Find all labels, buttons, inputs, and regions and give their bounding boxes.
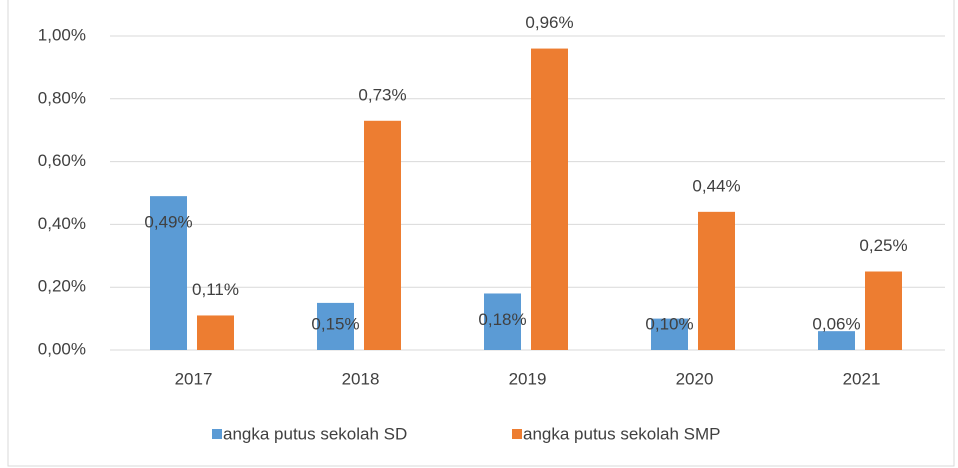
x-tick-label: 2019 xyxy=(509,369,547,388)
data-label: 0,10% xyxy=(645,314,693,333)
data-label: 0,25% xyxy=(859,236,907,255)
bar xyxy=(818,331,855,350)
legend-label: angka putus sekolah SD xyxy=(223,424,407,443)
legend-label: angka putus sekolah SMP xyxy=(523,424,721,443)
data-label: 0,73% xyxy=(358,85,406,104)
y-tick-label: 0,60% xyxy=(38,151,86,170)
x-tick-label: 2020 xyxy=(676,369,714,388)
bar xyxy=(197,315,234,350)
bar xyxy=(698,211,735,350)
bar xyxy=(531,48,568,351)
bar xyxy=(364,120,401,350)
data-label: 0,44% xyxy=(692,176,740,195)
bar xyxy=(651,318,688,350)
y-tick-label: 0,00% xyxy=(38,339,86,358)
data-label: 0,49% xyxy=(144,213,192,232)
data-label: 0,18% xyxy=(478,310,526,329)
y-tick-label: 1,00% xyxy=(38,25,86,44)
y-tick-label: 0,80% xyxy=(38,88,86,107)
legend-swatch xyxy=(212,429,222,439)
x-tick-label: 2017 xyxy=(175,369,213,388)
bar xyxy=(317,302,354,350)
data-label: 0,11% xyxy=(192,280,239,299)
data-label: 0,96% xyxy=(525,13,573,32)
bar xyxy=(865,271,902,350)
bar xyxy=(484,293,521,350)
bar xyxy=(150,196,187,350)
x-tick-label: 2021 xyxy=(843,369,881,388)
legend-swatch xyxy=(512,429,522,439)
y-tick-label: 0,40% xyxy=(38,214,86,233)
y-tick-label: 0,20% xyxy=(38,277,86,296)
data-label: 0,06% xyxy=(812,314,860,333)
x-tick-label: 2018 xyxy=(342,369,380,388)
data-label: 0,15% xyxy=(311,314,359,333)
chart-frame xyxy=(7,0,955,467)
